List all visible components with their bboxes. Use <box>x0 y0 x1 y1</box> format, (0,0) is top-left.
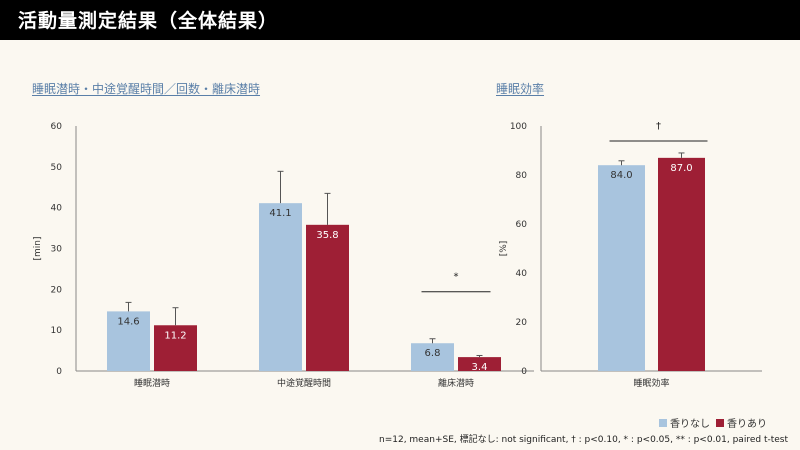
legend-label-none: 香りなし <box>670 419 710 430</box>
bar-with <box>306 224 349 371</box>
y-tick-label: 20 <box>516 318 528 328</box>
data-label: 11.2 <box>164 330 186 341</box>
x-tick-label: 睡眠潜時 <box>134 377 170 389</box>
data-label: 41.1 <box>269 208 291 219</box>
footnote: n=12, mean+SE, 標記なし: not significant, † … <box>379 435 788 445</box>
legend: 香りなし 香りあり <box>659 415 773 430</box>
legend-item-none: 香りなし <box>659 415 710 430</box>
y-tick-label: 30 <box>51 245 63 255</box>
y-tick-label: 50 <box>51 163 63 173</box>
legend-item-with: 香りあり <box>716 415 767 430</box>
bar-none <box>411 343 454 371</box>
bar-with <box>154 325 197 371</box>
data-label: 87.0 <box>670 163 692 174</box>
chart-title-left: 睡眠潜時・中途覚醒時間／回数・離床潜時 <box>32 82 261 96</box>
bar-with <box>458 357 501 371</box>
data-label: 6.8 <box>425 348 441 359</box>
chart-title-right: 睡眠効率 <box>496 82 545 96</box>
y-tick-label: 10 <box>51 326 63 336</box>
y-axis-label: [min] <box>33 237 43 261</box>
data-label: 14.6 <box>117 316 139 327</box>
legend-label-with: 香りあり <box>727 419 767 430</box>
bar-none <box>598 165 645 371</box>
y-tick-label: 0 <box>521 367 527 377</box>
page-title: 活動量測定結果（全体結果） <box>18 10 279 32</box>
significance-mark: * <box>454 272 459 283</box>
y-tick-label: 0 <box>56 367 62 377</box>
bar-none <box>107 311 150 371</box>
y-tick-label: 60 <box>51 122 63 132</box>
y-tick-label: 60 <box>516 220 528 230</box>
significance-mark: † <box>656 121 661 132</box>
y-tick-label: 100 <box>510 122 527 132</box>
data-label: 35.8 <box>316 230 338 241</box>
y-tick-label: 80 <box>516 171 528 181</box>
x-tick-label: 睡眠効率 <box>633 377 669 389</box>
legend-swatch-none <box>659 418 667 427</box>
header-bar: 活動量測定結果（全体結果） <box>0 0 800 40</box>
y-tick-label: 40 <box>516 269 528 279</box>
y-axis-label: [%] <box>499 241 509 257</box>
y-tick-label: 40 <box>51 204 63 214</box>
legend-swatch-with <box>716 418 724 427</box>
data-label: 84.0 <box>610 170 632 181</box>
bar-with <box>658 157 705 371</box>
x-tick-label: 中途覚醒時間 <box>277 377 331 389</box>
bar-none <box>259 203 302 371</box>
data-label: 3.4 <box>472 362 488 373</box>
x-tick-label: 離床潜時 <box>438 377 474 389</box>
y-tick-label: 20 <box>51 285 63 295</box>
